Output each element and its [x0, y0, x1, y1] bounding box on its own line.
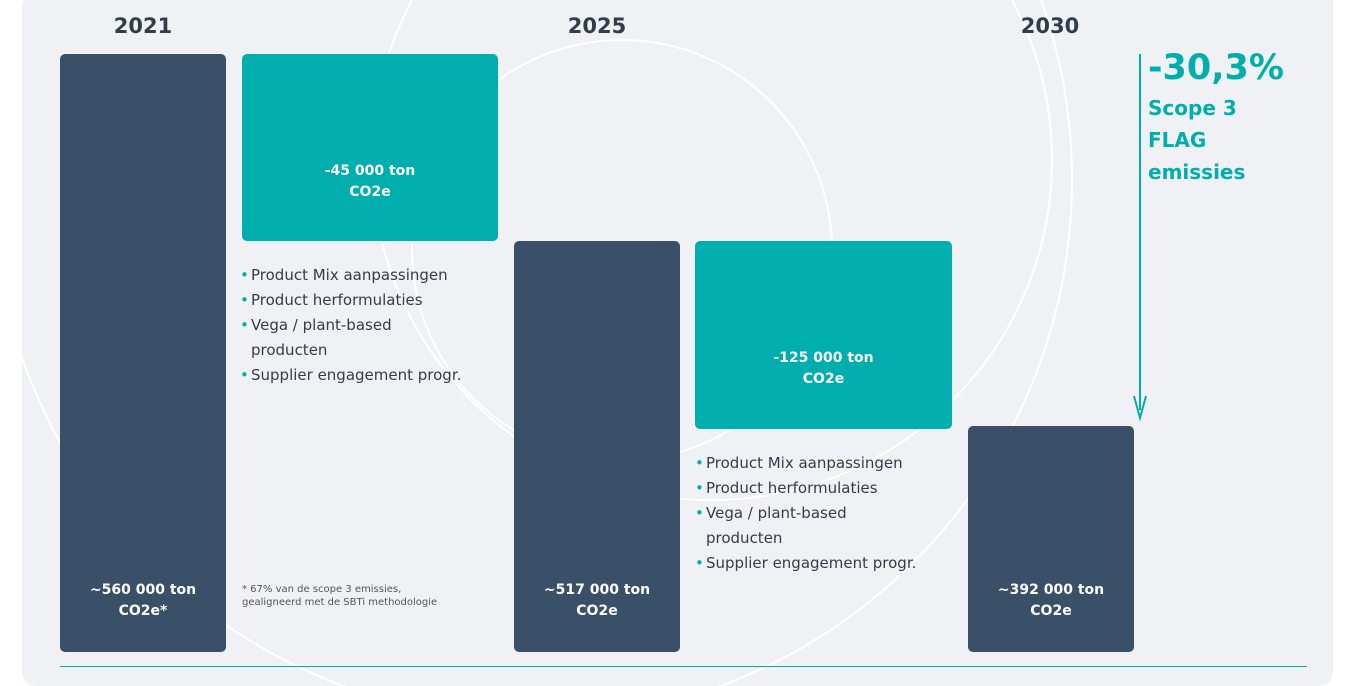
footnote: * 67% van de scope 3 emissies, gealigneer… — [242, 583, 512, 609]
bullet-text: Vega / plant-based — [706, 504, 847, 522]
year-label: 2030 — [1020, 14, 1080, 38]
bar: ~560 000 ton CO2e* — [60, 54, 226, 652]
reduction-block: -125 000 ton CO2e — [695, 241, 952, 429]
bullet-line: • Product Mix aanpassingen — [240, 263, 520, 288]
bullet-dot: • — [240, 291, 249, 309]
reduction-label: CO2e — [802, 371, 845, 387]
bullet-line: • Supplier engagement progr. — [695, 551, 975, 576]
bullet-line: • Vega / plant-based — [240, 313, 520, 338]
bullet-text: producten — [251, 341, 328, 359]
bar-label: CO2e — [1030, 603, 1072, 619]
total-line: Scope 3 — [1148, 96, 1237, 120]
bullet-list: • Product Mix aanpassingen • Product herfor… — [695, 451, 975, 576]
total-line: FLAG — [1148, 128, 1207, 152]
arrow — [1133, 54, 1147, 422]
bullet-line: • Product herformulaties — [695, 476, 975, 501]
bullet-text: Supplier engagement progr. — [251, 366, 462, 384]
bullet-dot: • — [695, 454, 704, 472]
bullet-line: producten — [695, 526, 975, 551]
bullet-line: • Product Mix aanpassingen — [695, 451, 975, 476]
total-label: Scope 3 FLAG emissies — [1148, 92, 1245, 188]
reduction-block: -45 000 ton CO2e — [242, 54, 498, 241]
bar: ~392 000 ton CO2e — [968, 426, 1134, 652]
base-line — [60, 666, 1307, 667]
bullet-line: • Product herformulaties — [240, 288, 520, 313]
bullet-line: producten — [240, 338, 520, 363]
bullet-text: Product Mix aanpassingen — [706, 454, 903, 472]
bullet-text: Supplier engagement progr. — [706, 554, 917, 572]
year-label: 2021 — [113, 14, 173, 38]
bullet-dot: • — [695, 554, 704, 572]
bullet-text: Product herformulaties — [251, 291, 423, 309]
total-value: -30,3% — [1148, 48, 1284, 88]
bar-label: ~392 000 ton — [997, 582, 1105, 598]
bullet-text: Vega / plant-based — [251, 316, 392, 334]
bullet-line: • Vega / plant-based — [695, 501, 975, 526]
total-line: emissies — [1148, 160, 1246, 184]
bullet-dot: • — [695, 504, 704, 522]
bar: ~517 000 ton CO2e — [514, 241, 680, 652]
bar-label: ~560 000 ton — [89, 582, 197, 598]
footnote-line: * 67% van de scope 3 emissies, — [242, 584, 402, 595]
bullet-dot: • — [695, 479, 704, 497]
year-label: 2025 — [567, 14, 627, 38]
reduction-label: CO2e — [349, 183, 391, 200]
footnote-line: gealigneerd met de SBTi methodologie — [242, 597, 438, 608]
bullet-list: • Product Mix aanpassingen • Product herfor… — [240, 263, 520, 388]
bullet-line: • Supplier engagement progr. — [240, 363, 520, 388]
bullet-dot: • — [240, 366, 249, 384]
bullet-dot: • — [240, 266, 249, 284]
reduction-label: -45 000 ton — [324, 162, 416, 179]
bar-label: CO2e — [576, 603, 618, 619]
bar-label: ~517 000 ton — [543, 582, 651, 598]
bullet-text: Product herformulaties — [706, 479, 878, 497]
bar-label: CO2e* — [118, 603, 168, 619]
bullet-text: producten — [706, 529, 783, 547]
reduction-label: -125 000 ton — [773, 350, 874, 366]
bullet-dot: • — [240, 316, 249, 334]
bullet-text: Product Mix aanpassingen — [251, 266, 448, 284]
